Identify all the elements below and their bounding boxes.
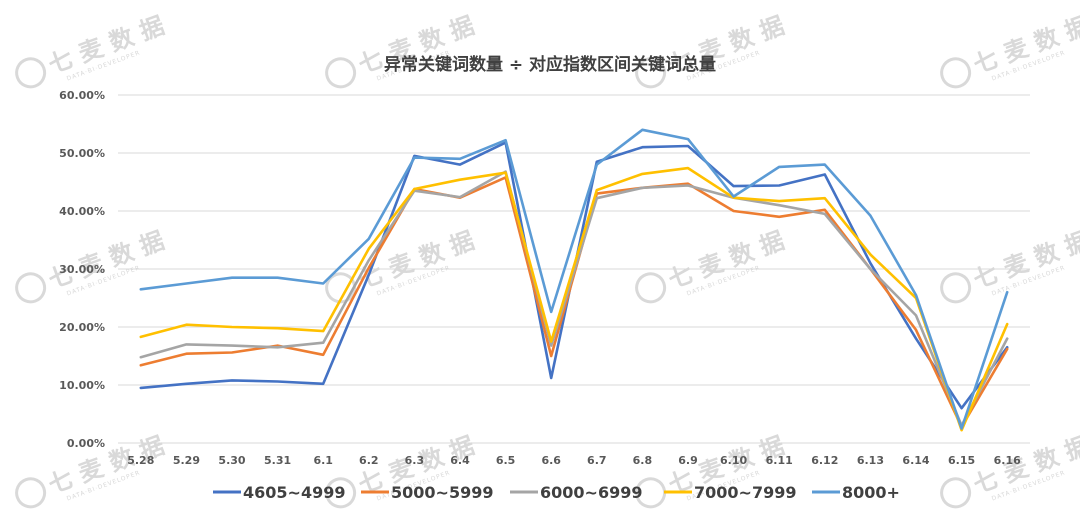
legend-item: 6000~6999 bbox=[510, 483, 642, 502]
x-tick-label: 5.28 bbox=[127, 454, 154, 467]
y-tick-label: 0.00% bbox=[67, 437, 105, 450]
series-line-1 bbox=[139, 176, 1009, 429]
series-layer bbox=[139, 128, 1009, 432]
watermark-logo-icon bbox=[15, 477, 47, 509]
y-axis: 0.00% 10.00% 20.00% 30.00% 40.00% 50.00% 60.00… bbox=[59, 89, 105, 450]
y-tick-label: 50.00% bbox=[59, 147, 105, 160]
legend-label: 6000~6999 bbox=[540, 483, 642, 502]
chart-title: 异常关键词数量 ÷ 对应指数区间关键词总量 bbox=[384, 54, 716, 75]
x-axis: 5.28 5.29 5.30 5.31 6.1 6.2 6.3 6.4 6.5 6.6 6.7 6.8… bbox=[127, 454, 1021, 467]
watermark-text: 七 麦 数 据 bbox=[45, 11, 168, 79]
series-line-4 bbox=[139, 128, 1009, 430]
watermark-logo-icon bbox=[15, 57, 47, 89]
x-tick-label: 6.9 bbox=[678, 454, 698, 467]
grid-lines bbox=[118, 94, 1030, 444]
x-tick-label: 6.5 bbox=[496, 454, 516, 467]
legend-item: 7000~7999 bbox=[664, 483, 796, 502]
legend-label: 4605~4999 bbox=[243, 483, 345, 502]
watermark-logo-icon bbox=[15, 272, 47, 304]
legend-label: 5000~5999 bbox=[391, 483, 493, 502]
y-tick-label: 10.00% bbox=[59, 379, 105, 392]
legend-item: 4605~4999 bbox=[213, 483, 345, 502]
x-tick-label: 6.1 bbox=[313, 454, 333, 467]
x-tick-label: 6.10 bbox=[720, 454, 747, 467]
series-line-3 bbox=[139, 166, 1009, 432]
watermark-text: 七 麦 数 据 bbox=[665, 226, 788, 294]
x-tick-label: 6.14 bbox=[902, 454, 929, 467]
watermark-logo-icon bbox=[635, 57, 667, 89]
y-tick-label: 20.00% bbox=[59, 321, 105, 334]
watermark-logo-icon bbox=[940, 272, 972, 304]
x-tick-label: 5.31 bbox=[264, 454, 291, 467]
x-tick-label: 6.15 bbox=[948, 454, 975, 467]
x-tick-label: 6.2 bbox=[359, 454, 379, 467]
legend: 4605~4999 5000~5999 6000~6999 7000~7999 8000… bbox=[213, 483, 900, 502]
watermark-logo-icon bbox=[325, 477, 357, 509]
legend-label: 7000~7999 bbox=[694, 483, 796, 502]
legend-item: 8000+ bbox=[812, 483, 900, 502]
legend-label: 8000+ bbox=[842, 483, 900, 502]
x-tick-label: 6.4 bbox=[450, 454, 470, 467]
y-tick-label: 30.00% bbox=[59, 263, 105, 276]
x-tick-label: 6.11 bbox=[766, 454, 793, 467]
x-tick-label: 6.6 bbox=[541, 454, 561, 467]
x-tick-label: 5.30 bbox=[218, 454, 245, 467]
watermark-text: 七 麦 数 据 bbox=[45, 226, 168, 294]
watermark-logo-icon bbox=[325, 57, 357, 89]
watermark-logo-icon bbox=[940, 477, 972, 509]
x-tick-label: 6.8 bbox=[633, 454, 653, 467]
legend-item: 5000~5999 bbox=[361, 483, 493, 502]
y-tick-label: 40.00% bbox=[59, 205, 105, 218]
x-tick-label: 6.16 bbox=[994, 454, 1021, 467]
y-tick-label: 60.00% bbox=[59, 89, 105, 102]
watermark-logo-icon bbox=[940, 57, 972, 89]
x-tick-label: 6.3 bbox=[405, 454, 425, 467]
watermark-logo-icon bbox=[635, 477, 667, 509]
watermark-logo-icon bbox=[635, 272, 667, 304]
series-line-2 bbox=[139, 170, 1009, 427]
x-tick-label: 6.13 bbox=[857, 454, 884, 467]
x-tick-label: 5.29 bbox=[173, 454, 200, 467]
x-tick-label: 6.7 bbox=[587, 454, 607, 467]
x-tick-label: 6.12 bbox=[811, 454, 838, 467]
